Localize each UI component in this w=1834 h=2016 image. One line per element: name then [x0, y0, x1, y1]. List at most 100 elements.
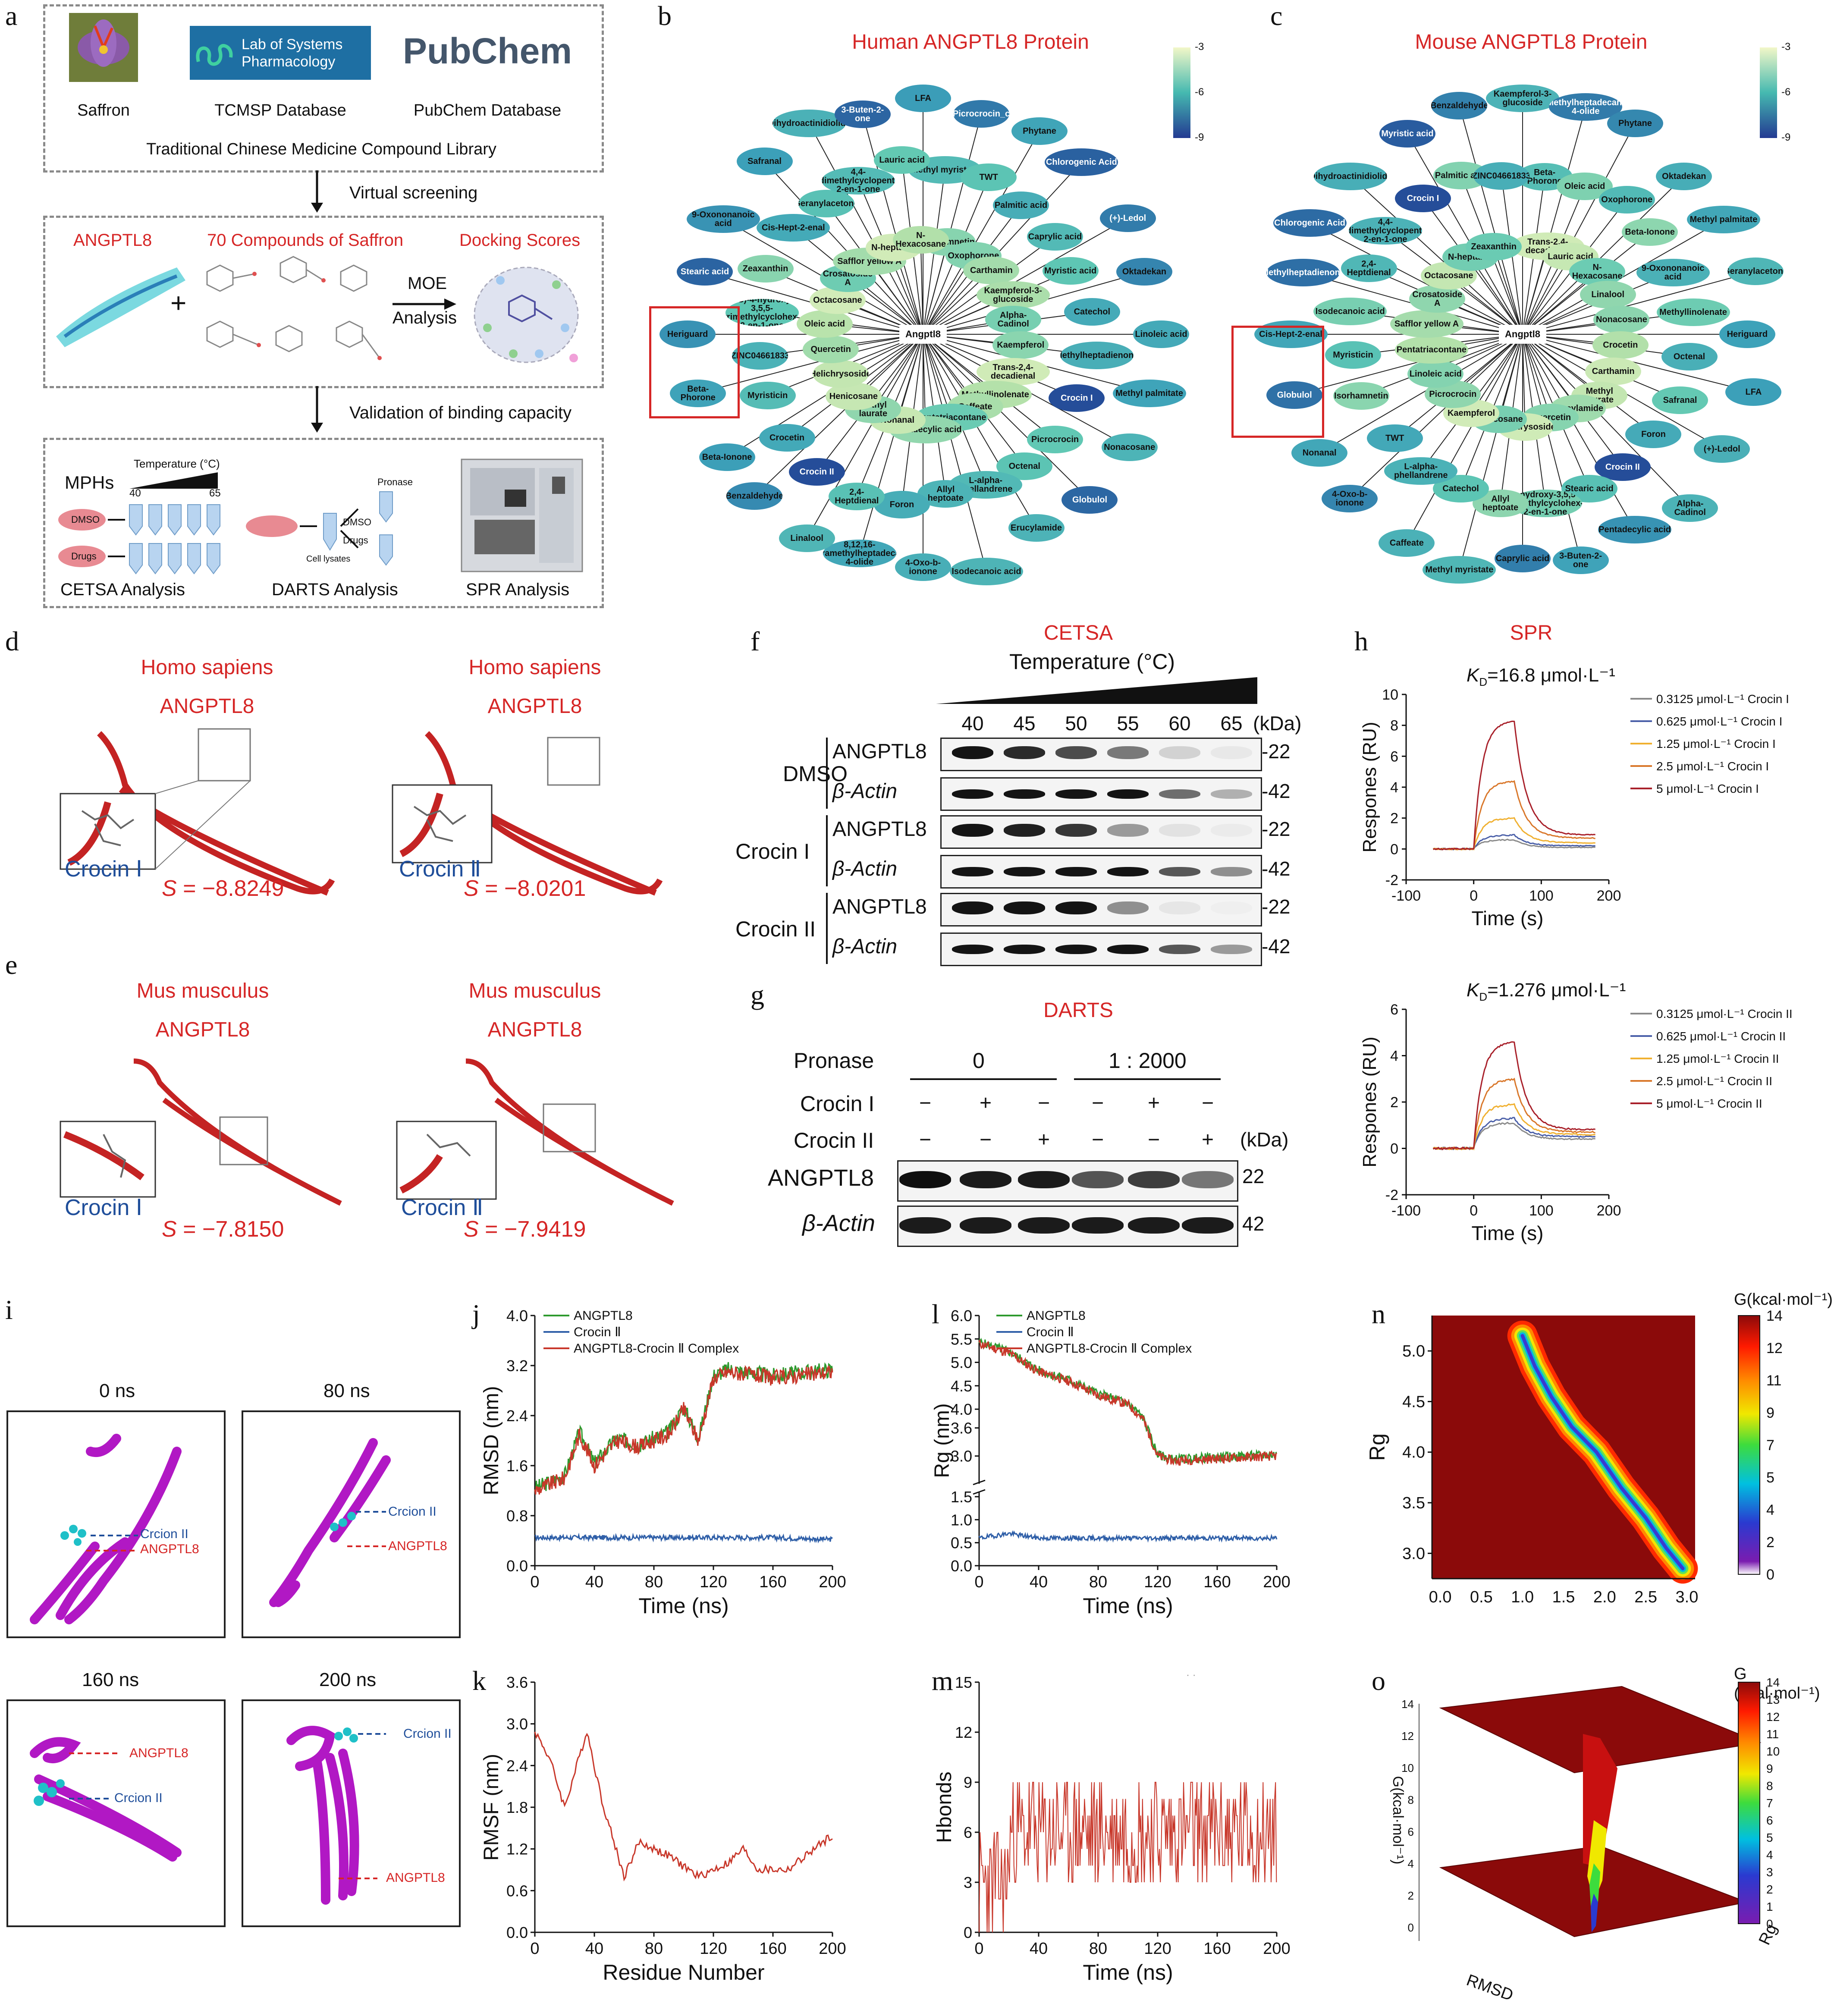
b-node-28: Myristic acid [1042, 257, 1099, 285]
darts-band-angptl8-1 [960, 1171, 1011, 1188]
o-cbar-label-10: 4 [1766, 1848, 1773, 1862]
cetsa-band-0-1-1 [1004, 789, 1045, 799]
l-xlabel: Time (ns) [1083, 1594, 1173, 1618]
free-energy-landscape-2d: 0.0 0.5 1.0 1.5 2.0 2.5 3.0 3.0 3.5 4.0 4.5 5.0 Rg 14… [1365, 1308, 1783, 1606]
c-node-21: Dihydroactinidiolide [1314, 162, 1388, 190]
b-node-62: Helichrysoside [812, 360, 869, 388]
l-legend-label-0: ANGPTL8 [1027, 1309, 1086, 1323]
b-node-5: Oktadekan [1116, 258, 1173, 286]
snapshot-structure-200 [286, 1726, 386, 1905]
o-ztick-label-4: 6 [1408, 1825, 1414, 1838]
b-edge-3 [923, 162, 1082, 335]
b-node-25: TWT [961, 163, 1017, 191]
l-ytick-low-label-1: 1.0 [951, 1511, 972, 1529]
n-cbar-label-5: 5 [1766, 1470, 1774, 1486]
l-legend-label-1: Crocin Ⅱ [1027, 1325, 1074, 1339]
o-funnel-red [1583, 1734, 1617, 1868]
o-cbar-label-4: 10 [1766, 1745, 1780, 1758]
m-xtick-label-0: 0 [974, 1940, 983, 1958]
cetsa-band-1-1-5 [1211, 867, 1252, 876]
cetsa-group-bracket-0 [826, 738, 828, 809]
b-node-4: (+)-Ledol [1099, 204, 1156, 232]
b-node-54: Trans-2,4-decadienal [976, 358, 1050, 386]
spr-instrument-image [461, 458, 583, 572]
human-network-title: Human ANGPTL8 Protein [852, 31, 1089, 53]
cetsa-actin-text: β-Actin [832, 935, 898, 958]
c-node-41: Myristicin [1325, 341, 1381, 369]
cetsa-band-1-1-2 [1055, 867, 1097, 876]
darts-crocin2-sign-2: + [1037, 1128, 1050, 1151]
rmsd-chart: 0 40 80 120 160 200 0.0 0.8 1.6 2.4 3.2 4.0 Time (ns… [480, 1307, 846, 1618]
b-center-node: Angptl8 [899, 325, 947, 344]
e-docking-structure-1 [60, 1058, 342, 1206]
darts-crocin1-sign-4: + [1147, 1092, 1160, 1115]
temp-65: 65 [209, 487, 221, 499]
snapshot-80-angptl8-label: ANGPTL8 [388, 1539, 447, 1553]
b-edge-22 [808, 123, 923, 335]
e-score-2-s: S [464, 1217, 479, 1242]
darts-dmso-label: DMSO [343, 517, 371, 528]
cetsa-mw-2-0: -22 [1262, 895, 1291, 918]
b-edge-59 [897, 334, 923, 420]
m-series-hbonds [979, 1782, 1277, 1933]
o-ztick-label-7: 0 [1408, 1921, 1414, 1934]
b-edge-11 [923, 334, 987, 572]
m-ytick-label-12: 12 [955, 1724, 972, 1741]
rg-chart: 0 40 80 120 160 200 3.0 3.64.0 4.5 5.0 5.5 6.0 0.0 0.… [932, 1307, 1291, 1618]
c-node-65: Crosatoside A [1409, 285, 1466, 313]
spr1-legend-label-2: 1.25 μmol·L⁻¹ Crocin I [1656, 737, 1776, 751]
j-series-crocin [534, 1532, 833, 1544]
panel-label-b: b [658, 0, 672, 31]
snapshot-time-0: 0 ns [99, 1380, 135, 1401]
cetsa-temp-55: 55 [1117, 712, 1139, 735]
n-xtick-label-2.5: 2.5 [1634, 1588, 1657, 1606]
c-edge-13 [1459, 334, 1523, 570]
d-protein-2: ANGPTL8 [487, 695, 582, 718]
human-network-colorbar [1173, 47, 1190, 138]
pubchem-logo: PubChem [402, 31, 572, 71]
m-ytick-label-9: 9 [964, 1774, 972, 1791]
cetsa-analysis-label: CETSA Analysis [60, 580, 185, 599]
darts-protein-angptl8: ANGPTL8 [768, 1165, 874, 1191]
cetsa-mw-0-1: -42 [1262, 780, 1291, 802]
spr2-xtick-label-0: 0 [1470, 1203, 1478, 1219]
compounds-label: 70 Compounds of Saffron [207, 231, 404, 250]
n-cbar-label-6: 4 [1766, 1502, 1774, 1518]
arrow-down-1 [311, 170, 323, 213]
spr2-legend-label-0: 0.3125 μmol·L⁻¹ Crocin II [1656, 1007, 1793, 1021]
panel-label-d: d [5, 626, 19, 656]
b-node-27: Caprylic acid [1027, 223, 1083, 251]
m-xtick-label-80: 80 [1089, 1940, 1107, 1958]
hbonds-chart: 0 40 80 120 160 200 0 3 6 9 12 15 Time (ns) Hbonds [933, 1674, 1291, 1985]
spr2-ytick-label-0: 0 [1390, 1141, 1398, 1157]
c-edge-21 [1350, 176, 1523, 335]
o-ztick-label-0: 14 [1401, 1698, 1414, 1711]
j-series-angptl8 [534, 1362, 833, 1495]
cetsa-band-1-1-3 [1107, 867, 1149, 876]
mouse-network-colorbar [1760, 47, 1777, 138]
l-ytick-low-label-0.5: 0.5 [951, 1534, 972, 1552]
b-node-1: Picrocrocin_c [953, 100, 1010, 128]
b-node-22: Dihydroactinidiolide [772, 109, 846, 137]
darts-band-actin-0 [899, 1217, 951, 1234]
source-box [43, 4, 604, 173]
spr-kd-2: KD=1.276 μmol·L⁻¹ [1467, 979, 1626, 1004]
c-edge-23 [1459, 105, 1523, 335]
panel-label-f: f [751, 626, 760, 656]
cetsa-band-0-1-3 [1107, 789, 1149, 799]
c-node-43: 2,4-Heptdienal [1341, 254, 1397, 283]
spr2-legend-label-4: 5 μmol·L⁻¹ Crocin II [1656, 1097, 1762, 1110]
o-cbar-label-13: 1 [1766, 1900, 1773, 1913]
angptl8-surface-image [56, 267, 185, 347]
k-ytick-label-3: 3.0 [506, 1715, 528, 1733]
cetsa-band-0-1-0 [952, 789, 993, 799]
source-saffron: Saffron [77, 101, 130, 119]
cetsa-group-bracket-2 [826, 893, 828, 964]
angptl8-target-label: ANGPTL8 [73, 231, 152, 250]
c-edge-15 [1349, 334, 1523, 499]
darts-band-actin-2 [1018, 1217, 1070, 1234]
b-edge-57 [923, 334, 952, 418]
m-ytick-label-3: 3 [964, 1874, 972, 1891]
panel-label-n: n [1372, 1299, 1385, 1329]
e-protein-1: ANGPTL8 [155, 1018, 250, 1041]
